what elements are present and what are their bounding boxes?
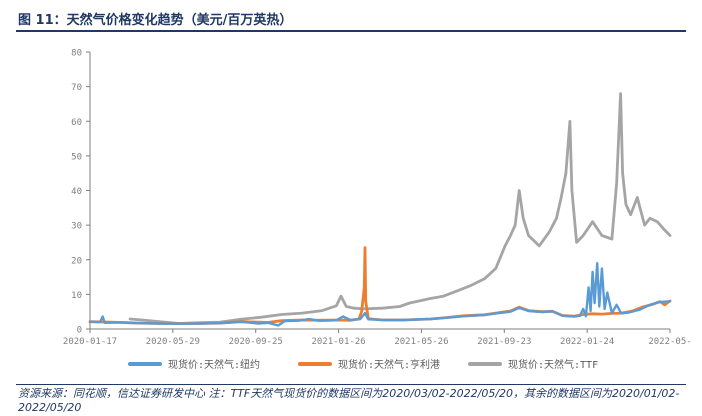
x-tick-label: 2021-01-26 (311, 337, 365, 347)
x-tick-label: 2020-05-29 (146, 337, 200, 347)
y-tick-label: 30 (71, 222, 82, 232)
title-rule (16, 30, 686, 32)
figure-title: 图 11：天然气价格变化趋势（美元/百万英热） (18, 13, 293, 28)
y-tick-label: 70 (71, 83, 82, 93)
x-tick-label: 2020-01-17 (63, 337, 117, 347)
y-tick-label: 10 (71, 291, 82, 301)
series-line-ttf (128, 92, 672, 325)
source-note: 资源来源：同花顺，信达证券研发中心 注：TTF天然气现货价的数据区间为2020/… (18, 387, 680, 414)
legend-item-ttf-label: 现货价:天然气:TTF (508, 358, 598, 371)
y-tick-label: 50 (71, 152, 82, 162)
x-tick-label: 2021-05-26 (394, 337, 448, 347)
line-chart: 0 10 20 30 40 50 60 70 80 2020-01-17 2020-05-29 202… (63, 49, 692, 372)
y-tick-label: 20 (71, 256, 82, 266)
x-tick-label: 2020-09-25 (229, 337, 283, 347)
chart-area: 0 10 20 30 40 50 60 70 80 2020-01-17 2020-05-29 202… (0, 32, 702, 380)
source-rule (16, 384, 686, 385)
y-tick-label: 0 (77, 326, 82, 336)
x-tick-label: 2021-09-23 (477, 337, 531, 347)
x-tick-label: 2022-01-24 (560, 337, 614, 347)
series-line-henryhub (88, 246, 672, 325)
y-tick-label: 40 (71, 187, 82, 197)
series-line-newyork (88, 262, 672, 327)
x-tick-label: 2022-05- (648, 337, 691, 347)
legend-item-newyork-label: 现货价:天然气:纽约 (168, 358, 260, 371)
legend-item-henryhub-label: 现货价:天然气:亨利港 (338, 358, 440, 371)
y-tick-label: 60 (71, 118, 82, 128)
y-tick-label: 80 (71, 49, 82, 59)
